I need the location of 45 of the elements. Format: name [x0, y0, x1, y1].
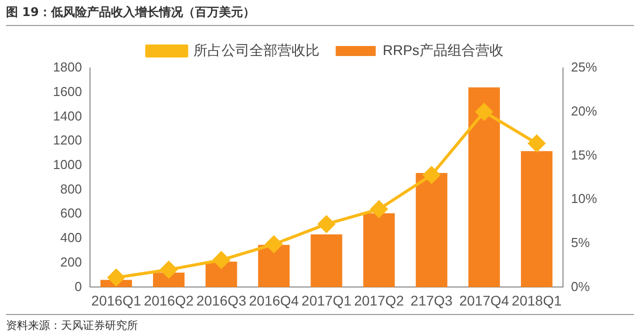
point: [476, 103, 493, 120]
x-tick-label: 2016Q3: [196, 292, 246, 308]
bar: [258, 244, 290, 288]
point: [265, 236, 282, 253]
x-tick-label: 2016Q1: [91, 292, 142, 308]
bar: [206, 262, 238, 288]
x-tick-label: 2016Q2: [144, 292, 194, 308]
bar: [310, 234, 342, 288]
bar: [416, 172, 448, 288]
y-tick-label: 600: [60, 206, 82, 221]
y2-tick-label: 25%: [570, 60, 598, 75]
y-tick-label: 200: [60, 254, 82, 270]
x-tick-label: 2016Q4: [248, 292, 300, 308]
y-tick-label: 1200: [53, 132, 82, 148]
y-tick-label: 1400: [53, 108, 82, 124]
text: 资料来源：天风证券研究所: [6, 314, 634, 333]
legend-label: RRPs产品组合营收: [382, 42, 504, 58]
y-tick-label: 0: [74, 278, 82, 294]
bar: [363, 213, 395, 288]
x-tick-label: 2017Q4: [459, 292, 510, 308]
y2-tick-label: 15%: [570, 147, 598, 162]
y2-tick-label: 20%: [570, 103, 598, 118]
y2-tick-label: 10%: [570, 191, 598, 206]
x-tick-label: 2017Q1: [302, 292, 352, 308]
bar: [520, 151, 552, 288]
y-tick-label: 1800: [53, 60, 82, 75]
x-tick-label: 2018Q1: [512, 292, 562, 308]
point: [318, 216, 335, 233]
x-tick-label: 2017Q2: [354, 292, 404, 308]
point: [423, 166, 440, 184]
point: [160, 261, 178, 278]
point: [108, 269, 125, 286]
point: [212, 252, 230, 269]
y-tick-label: 1600: [53, 84, 82, 99]
y-tick-label: 1000: [53, 157, 82, 172]
point: [528, 134, 546, 152]
point: [370, 200, 388, 218]
y-tick-label: 800: [60, 181, 82, 196]
legend-label: 所占公司全部营收比: [194, 42, 320, 58]
chart-title: 图 19：低风险产品收入增长情况（百万美元）: [6, 4, 634, 26]
y2-tick-label: 5%: [570, 234, 590, 250]
x-tick-label: 217Q3: [410, 292, 453, 308]
y2-tick-label: 0%: [570, 278, 590, 294]
bar: [468, 87, 500, 288]
y-tick-label: 400: [60, 230, 82, 246]
